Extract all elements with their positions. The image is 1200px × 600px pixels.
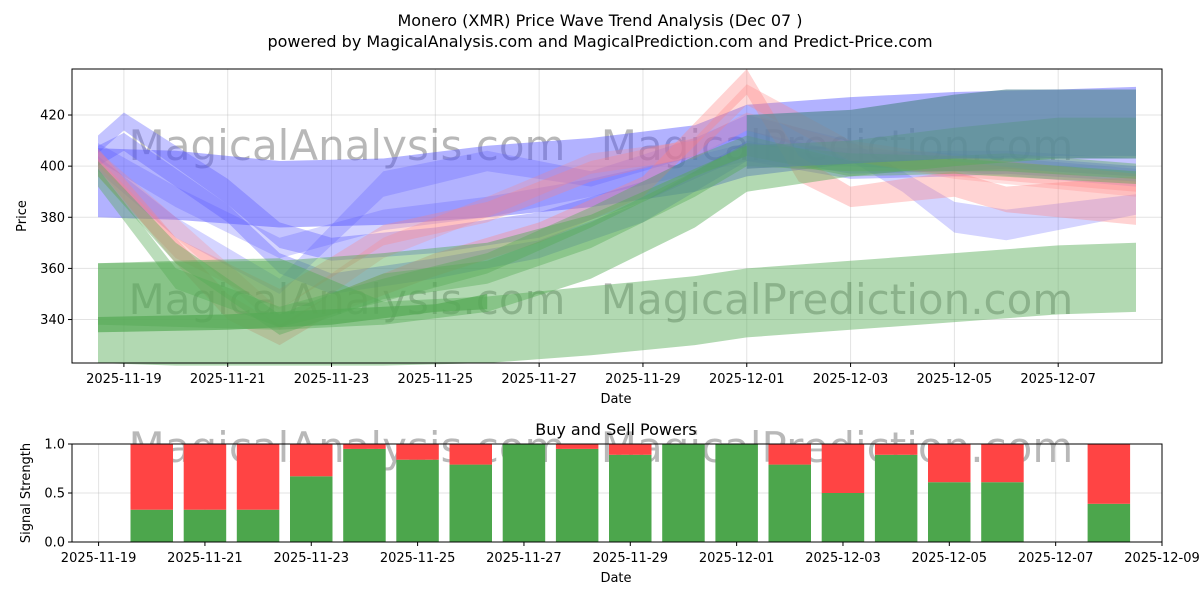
sell-bar (821, 444, 865, 493)
sell-bar (555, 444, 599, 449)
signal-bars (130, 444, 1131, 542)
chart-subtitle: powered by MagicalAnalysis.com and Magic… (267, 32, 932, 51)
sell-bar (928, 444, 971, 483)
buy-bar (130, 509, 173, 542)
buy-bar (768, 464, 811, 542)
price-x-tick-label: 2025-11-23 (294, 372, 370, 387)
band-red-1 (98, 69, 1136, 346)
signal-y-tick-label: 1.0 (44, 438, 65, 453)
sell-bar (290, 444, 333, 477)
price-bands (98, 69, 1136, 366)
watermark-text: MagicalAnalysis.com (129, 121, 566, 170)
signal-x-tick-label: 2025-12-03 (805, 551, 881, 566)
signal-x-tick-label: 2025-11-23 (273, 551, 349, 566)
sell-bar (236, 444, 280, 510)
signal-x-tick-label: 2025-11-29 (593, 551, 669, 566)
band-blue-2 (98, 132, 1136, 294)
price-y-ticks: 340 360 380 400 420 (40, 109, 72, 328)
sell-bar (130, 444, 173, 510)
buy-bar (874, 454, 918, 542)
price-y-tick-label: 420 (40, 109, 65, 124)
signal-x-ticks: 2025-11-19 2025-11-21 2025-11-23 2025-11-25… (61, 542, 1200, 566)
signal-title: Buy and Sell Powers (535, 420, 697, 439)
price-x-tick-label: 2025-12-01 (709, 372, 785, 387)
buy-bar (662, 444, 705, 542)
band-green-low (98, 242, 1136, 366)
signal-panel: Buy and Sell Powers MagicalAnalysis.com … (19, 420, 1200, 586)
sell-bar (609, 444, 652, 455)
band-red-2 (98, 84, 1136, 310)
band-green-upper (98, 143, 1136, 335)
price-x-axis-label: Date (600, 392, 631, 407)
band-teal-block (746, 89, 1136, 169)
sell-bar (1087, 444, 1131, 504)
buy-bar (343, 448, 386, 542)
buy-bar (555, 448, 599, 542)
price-y-tick-label: 400 (40, 160, 65, 175)
sell-bar (768, 444, 811, 465)
signal-x-tick-label: 2025-12-09 (1124, 551, 1200, 566)
price-panel: MagicalAnalysis.com MagicalPrediction.co… (15, 68, 1163, 407)
watermark-text: MagicalPrediction.com (601, 275, 1074, 324)
price-y-tick-label: 360 (40, 262, 65, 277)
sell-bar (874, 444, 918, 455)
chart-title: Monero (XMR) Price Wave Trend Analysis (… (397, 11, 802, 30)
signal-x-axis-label: Date (600, 571, 631, 586)
price-x-tick-label: 2025-11-19 (86, 372, 162, 387)
band-green-dark (98, 294, 488, 333)
buy-bar (715, 444, 758, 542)
price-x-tick-label: 2025-11-21 (190, 372, 266, 387)
sell-bar (449, 444, 492, 465)
signal-x-tick-label: 2025-11-25 (380, 551, 456, 566)
buy-bar (821, 493, 865, 542)
band-red-3 (98, 112, 1136, 330)
signal-x-tick-label: 2025-12-01 (699, 551, 775, 566)
buy-bar (928, 482, 971, 542)
sell-bar (183, 444, 227, 510)
band-blue-4 (98, 143, 1136, 259)
sell-bar (981, 444, 1024, 483)
buy-bar (396, 459, 439, 542)
signal-y-tick-label: 0.0 (44, 536, 65, 551)
buy-bar (290, 476, 333, 542)
price-x-tick-label: 2025-11-27 (501, 372, 577, 387)
price-x-ticks: 2025-11-19 2025-11-21 2025-11-23 2025-11-25… (86, 363, 1096, 387)
signal-x-tick-label: 2025-11-21 (167, 551, 243, 566)
buy-bar (609, 454, 652, 542)
buy-bar (236, 509, 280, 542)
buy-bar (502, 444, 546, 542)
signal-x-tick-label: 2025-11-19 (61, 551, 137, 566)
price-x-tick-label: 2025-12-07 (1020, 372, 1096, 387)
price-x-tick-label: 2025-12-05 (917, 372, 993, 387)
price-x-tick-label: 2025-11-29 (605, 372, 681, 387)
price-plot-frame (71, 68, 1163, 364)
price-y-tick-label: 340 (40, 313, 65, 328)
band-green-wide (98, 117, 1136, 330)
buy-bar (183, 509, 227, 542)
price-x-tick-label: 2025-11-25 (398, 372, 474, 387)
signal-x-tick-label: 2025-11-27 (486, 551, 562, 566)
signal-x-tick-label: 2025-12-07 (1018, 551, 1094, 566)
price-y-tick-label: 380 (40, 211, 65, 226)
signal-x-tick-label: 2025-12-05 (912, 551, 988, 566)
price-y-axis-label: Price (15, 200, 30, 232)
sell-bar (343, 444, 386, 449)
signal-y-tick-label: 0.5 (44, 487, 65, 502)
signal-y-axis-label: Signal Strength (19, 443, 34, 543)
price-x-tick-label: 2025-12-03 (813, 372, 889, 387)
buy-bar (1087, 503, 1131, 542)
buy-bar (449, 464, 492, 542)
buy-bar (981, 482, 1024, 542)
sell-bar (396, 444, 439, 460)
signal-y-ticks: 0.0 0.5 1.0 (44, 438, 72, 551)
